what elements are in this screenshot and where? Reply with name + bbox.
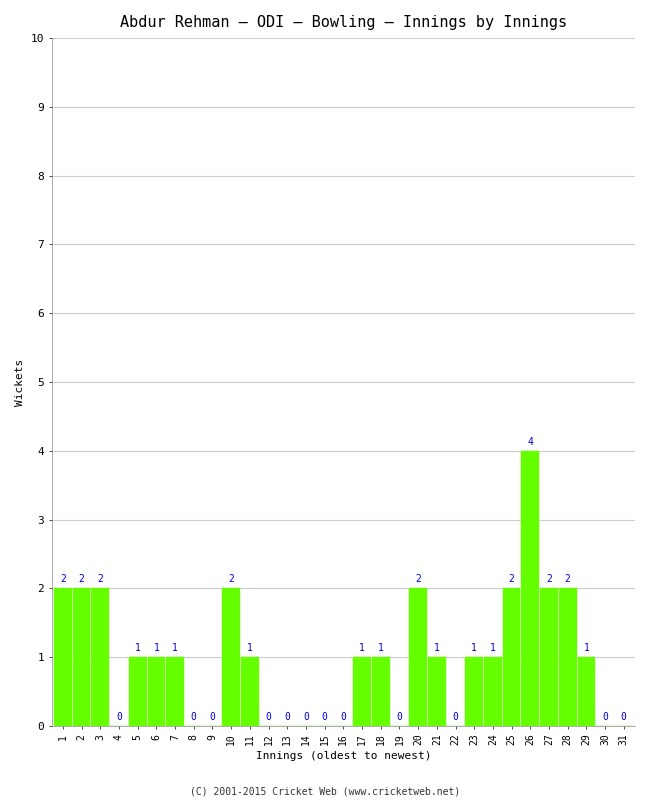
Bar [465, 658, 483, 726]
Text: 1: 1 [247, 643, 253, 653]
Text: 0: 0 [191, 712, 197, 722]
Text: 0: 0 [621, 712, 627, 722]
Text: 0: 0 [341, 712, 346, 722]
Text: 4: 4 [527, 437, 533, 446]
Bar [92, 589, 109, 726]
Bar [484, 658, 502, 726]
Bar [410, 589, 427, 726]
Y-axis label: Wickets: Wickets [15, 358, 25, 406]
Bar [129, 658, 147, 726]
Text: 0: 0 [396, 712, 402, 722]
Text: 0: 0 [284, 712, 290, 722]
Text: 2: 2 [60, 574, 66, 584]
Text: 1: 1 [359, 643, 365, 653]
Text: 0: 0 [303, 712, 309, 722]
Text: 0: 0 [116, 712, 122, 722]
Bar [166, 658, 184, 726]
Text: 0: 0 [322, 712, 328, 722]
Text: 2: 2 [79, 574, 84, 584]
Bar [372, 658, 389, 726]
Title: Abdur Rehman – ODI – Bowling – Innings by Innings: Abdur Rehman – ODI – Bowling – Innings b… [120, 15, 567, 30]
Text: 1: 1 [584, 643, 590, 653]
Bar [540, 589, 558, 726]
Text: 0: 0 [602, 712, 608, 722]
Bar [428, 658, 446, 726]
Bar [54, 589, 72, 726]
Text: 1: 1 [471, 643, 477, 653]
Text: 1: 1 [490, 643, 496, 653]
Text: 0: 0 [266, 712, 272, 722]
Text: 2: 2 [565, 574, 571, 584]
Text: 2: 2 [546, 574, 552, 584]
Bar [148, 658, 165, 726]
Text: 2: 2 [509, 574, 515, 584]
Text: (C) 2001-2015 Cricket Web (www.cricketweb.net): (C) 2001-2015 Cricket Web (www.cricketwe… [190, 786, 460, 796]
Text: 2: 2 [228, 574, 234, 584]
Text: 1: 1 [172, 643, 178, 653]
Text: 1: 1 [434, 643, 440, 653]
X-axis label: Innings (oldest to newest): Innings (oldest to newest) [255, 751, 431, 761]
Bar [502, 589, 521, 726]
Bar [222, 589, 240, 726]
Bar [521, 451, 540, 726]
Text: 0: 0 [209, 712, 215, 722]
Text: 1: 1 [153, 643, 159, 653]
Text: 2: 2 [98, 574, 103, 584]
Bar [577, 658, 595, 726]
Bar [559, 589, 577, 726]
Text: 2: 2 [415, 574, 421, 584]
Text: 0: 0 [452, 712, 458, 722]
Bar [353, 658, 371, 726]
Bar [241, 658, 259, 726]
Text: 1: 1 [378, 643, 384, 653]
Text: 1: 1 [135, 643, 140, 653]
Bar [73, 589, 90, 726]
